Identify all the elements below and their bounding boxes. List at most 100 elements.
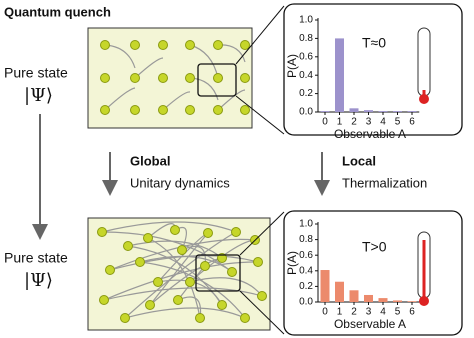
link — [101, 221, 237, 233]
bar — [393, 111, 402, 112]
bar — [335, 38, 344, 112]
link — [109, 238, 256, 271]
particle — [213, 105, 223, 115]
particle — [105, 265, 115, 275]
particle — [213, 40, 223, 50]
particle — [185, 105, 195, 115]
zoom-line — [239, 290, 285, 335]
link — [103, 287, 263, 301]
particle — [130, 73, 140, 83]
link — [124, 307, 246, 319]
top-network — [100, 40, 250, 115]
particle — [185, 277, 195, 287]
y-tick-label: 1.0 — [299, 219, 313, 230]
particle — [257, 291, 267, 301]
y-tick-label: 0.4 — [299, 70, 313, 81]
x-tick-label: 5 — [395, 307, 401, 318]
ket: |Ψ⟩ — [24, 85, 53, 106]
annotation: T>0 — [362, 239, 387, 255]
link — [124, 231, 237, 319]
particle — [177, 245, 187, 255]
bar — [349, 108, 359, 112]
y-tick-label: 0.8 — [299, 33, 313, 44]
link — [127, 245, 223, 306]
particle — [217, 253, 227, 263]
particle — [158, 40, 168, 50]
bar — [364, 294, 373, 302]
x-tick-label: 5 — [395, 117, 401, 128]
link — [101, 231, 233, 273]
zoom-box — [197, 63, 237, 97]
title: Quantum quench — [4, 4, 111, 19]
particle — [143, 233, 153, 243]
y-axis-label: P(A) — [285, 251, 299, 275]
x-tick-label: 6 — [409, 307, 415, 318]
particle — [158, 105, 168, 115]
particle — [203, 228, 213, 238]
x-tick-label: 2 — [351, 117, 357, 128]
y-tick-label: 0.2 — [299, 88, 313, 99]
annotation: T≈0 — [362, 35, 386, 51]
bar — [320, 111, 330, 112]
particle — [130, 105, 140, 115]
y-tick-label: 1.0 — [299, 15, 313, 26]
particle — [97, 227, 107, 237]
bar — [320, 270, 330, 302]
bar — [407, 111, 417, 112]
bar — [378, 111, 388, 112]
particle — [153, 277, 163, 287]
label: Global — [130, 153, 170, 168]
particle — [158, 73, 168, 83]
y-tick-label: 0.2 — [299, 281, 313, 292]
bar — [335, 281, 344, 302]
bottom-network — [97, 221, 267, 323]
particle — [185, 40, 195, 50]
particle — [99, 295, 109, 305]
particle — [135, 257, 145, 267]
x-tick-label: 4 — [380, 117, 386, 128]
link — [127, 240, 223, 259]
top-panel — [87, 27, 253, 129]
y-tick-label: 0.6 — [299, 250, 313, 261]
particle — [123, 241, 133, 251]
particle — [253, 257, 263, 267]
x-tick-label: 0 — [322, 307, 328, 318]
particle — [100, 105, 110, 115]
y-axis-label: P(A) — [285, 54, 299, 78]
y-tick-label: 0.8 — [299, 234, 313, 245]
x-tick-label: 4 — [380, 307, 386, 318]
label: Thermalization — [342, 175, 427, 190]
particle — [145, 300, 155, 310]
x-tick-label: 1 — [337, 307, 343, 318]
y-tick-label: 0.4 — [299, 265, 313, 276]
particle — [130, 40, 140, 50]
particle — [100, 40, 110, 50]
x-axis-label: Observable A — [334, 127, 406, 141]
y-tick-label: 0.0 — [299, 297, 313, 308]
label: Unitary dynamics — [130, 175, 230, 190]
bar — [378, 298, 388, 302]
particle — [185, 73, 195, 83]
bar — [393, 300, 402, 302]
particle — [173, 295, 183, 305]
bar — [364, 110, 373, 112]
x-tick-label: 0 — [322, 117, 328, 128]
particle — [195, 313, 205, 323]
link — [103, 261, 259, 301]
particle — [240, 105, 250, 115]
bar — [349, 290, 359, 302]
thermometer — [417, 231, 431, 306]
bar — [407, 301, 417, 302]
zoom-box — [195, 254, 241, 292]
x-tick-label: 6 — [409, 117, 415, 128]
zoom-line — [235, 95, 285, 135]
link — [189, 277, 263, 297]
zoom-line — [239, 211, 285, 256]
x-tick-label: 1 — [337, 117, 343, 128]
state-label: Pure state — [4, 250, 68, 266]
particle — [100, 73, 110, 83]
label: Local — [342, 153, 376, 168]
particle — [240, 73, 250, 83]
y-tick-label: 0.0 — [299, 107, 313, 118]
